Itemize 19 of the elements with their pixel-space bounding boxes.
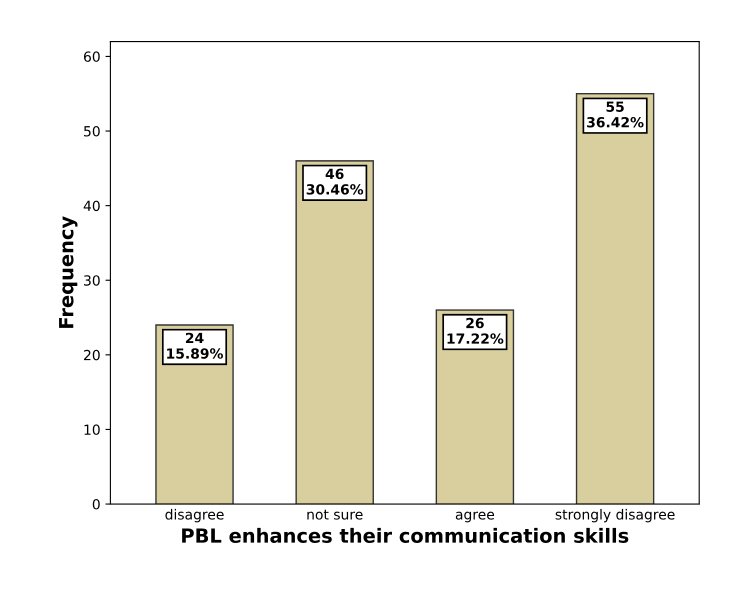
y-tick-label: 10 <box>84 424 100 435</box>
data-label: 26 17.22% <box>448 318 504 344</box>
y-tick-label: 20 <box>84 350 100 360</box>
data-label: 55 36.42% <box>587 102 644 128</box>
y-tick-label: 30 <box>84 275 100 286</box>
x-tick-label: strongly disagree <box>556 508 675 522</box>
y-tick-label: 40 <box>84 200 100 212</box>
x-axis-title: PBL enhances their communication skills <box>182 528 628 543</box>
bar <box>576 93 654 504</box>
x-tick-label: agree <box>456 512 494 522</box>
x-tick-label: not sure <box>307 510 363 520</box>
y-tick-label: 50 <box>84 126 100 137</box>
data-label: 46 30.46% <box>306 168 364 195</box>
y-tick-label: 60 <box>84 51 100 62</box>
y-tick-label: 0 <box>92 499 100 510</box>
y-axis-title: Frequency <box>59 216 78 328</box>
x-tick-label: disagree <box>165 508 224 522</box>
bar <box>295 160 374 504</box>
data-label: 24 15.89% <box>167 332 223 359</box>
